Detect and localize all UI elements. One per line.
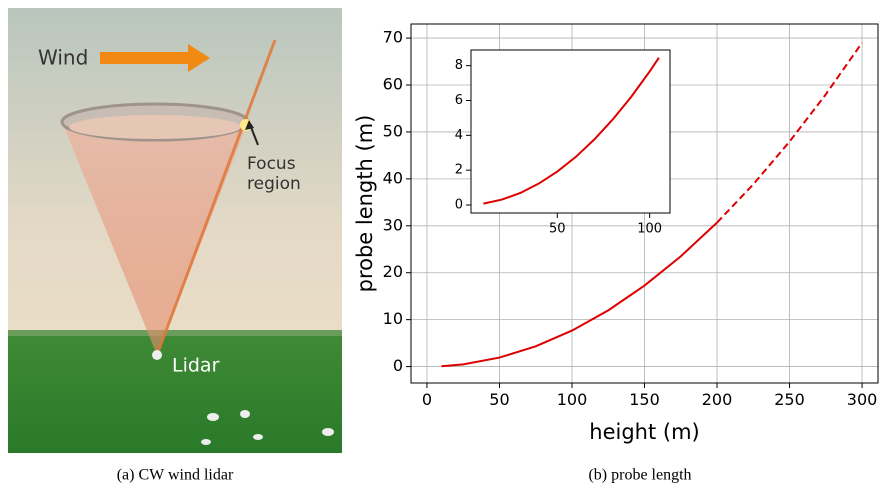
photo: Wind Focus region Lidar [8,8,342,453]
x-tick-label: 250 [774,390,805,409]
y-tick-label: 60 [383,75,403,94]
lidar-label: Lidar [172,355,220,377]
data-line [441,223,717,367]
y-tick-label: 10 [383,309,403,328]
y-tick-label: 0 [393,356,403,375]
x-tick-label: 200 [702,390,733,409]
y-tick-label: 2 [455,163,463,178]
caption: (b) probe length [588,467,691,484]
cone-inner [69,115,241,139]
y-tick-label: 70 [383,28,403,47]
y-tick-label: 40 [383,168,403,187]
y-tick-label: 50 [383,121,403,140]
focus-label: Focus [247,154,296,174]
x-tick-label: 100 [637,221,662,236]
x-tick-label: 300 [847,390,878,409]
horizon [8,330,342,336]
x-tick-label: 100 [557,390,588,409]
figure: Wind Focus region Lidar (a) CW wind lida… [0,0,881,488]
y-tick-label: 30 [383,215,403,234]
y-tick-label: 20 [383,262,403,281]
inset-background [471,50,670,213]
x-tick-label: 50 [489,390,509,409]
y-tick-label: 8 [455,58,463,73]
y-tick-label: 0 [455,197,463,212]
wind-label: Wind [38,46,88,70]
x-tick-label: 0 [422,390,432,409]
field [8,332,342,453]
focus-label: region [247,174,301,194]
y-tick-label: 6 [455,93,463,108]
x-tick-label: 150 [629,390,660,409]
x-axis-label: height (m) [589,420,699,444]
x-tick-label: 50 [549,221,566,236]
y-tick-label: 4 [455,128,463,143]
lidar-device [152,350,162,360]
y-axis-label: probe length (m) [353,115,377,293]
caption: (a) CW wind lidar [117,467,234,484]
